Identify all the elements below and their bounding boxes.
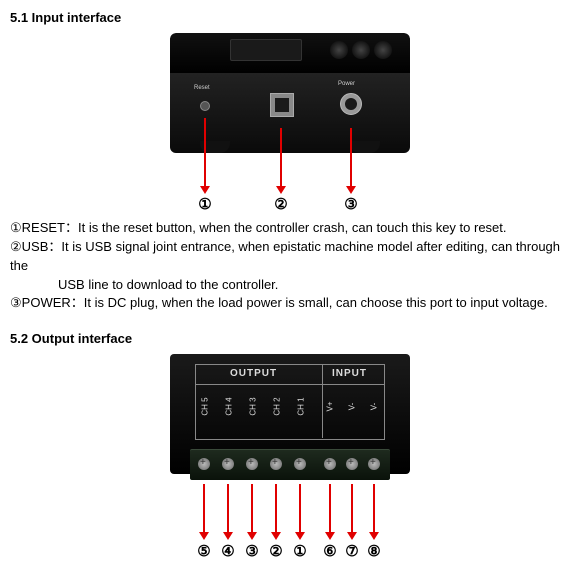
panel-hline — [195, 384, 385, 385]
callout-num: ④ — [218, 542, 238, 560]
ch-label: V- — [348, 397, 357, 417]
callout-num: ⑥ — [320, 542, 340, 560]
device-output-photo: OUTPUT INPUT CH 5 CH 4 CH 3 CH 2 CH 1 V+… — [170, 354, 410, 494]
callout-arrow — [227, 484, 229, 534]
ch-label: V- — [370, 397, 379, 417]
callout-arrow — [329, 484, 331, 534]
desc-text: It is DC plug, when the load power is sm… — [84, 295, 548, 310]
callout-num: ② — [266, 542, 286, 560]
port-reset — [200, 101, 210, 111]
ch-label: CH 4 — [225, 397, 234, 417]
input-descriptions: ①RESET：It is the reset button, when the … — [10, 219, 567, 313]
figure-input-interface: Reset Power ① ② ③ — [160, 33, 420, 213]
desc-text: It is the reset button, when the control… — [78, 220, 507, 235]
knob-icon — [374, 41, 392, 59]
callout-arrow — [351, 484, 353, 534]
callout-num: ⑤ — [194, 542, 214, 560]
desc-num: ① — [10, 220, 22, 235]
ch-label: V+ — [326, 397, 335, 417]
device-top-face — [170, 33, 410, 73]
ch-label: CH 2 — [273, 397, 282, 417]
desc-usb-cont: USB line to download to the controller. — [10, 276, 567, 295]
desc-num: ② — [10, 239, 22, 254]
desc-name: RESET — [22, 220, 65, 235]
section-2-title: 5.2 Output interface — [10, 331, 567, 346]
desc-reset: ①RESET：It is the reset button, when the … — [10, 219, 567, 238]
screw-icon — [368, 458, 380, 470]
callout-num: ③ — [242, 542, 262, 560]
callout-arrow — [251, 484, 253, 534]
desc-power: ③POWER：It is DC plug, when the load powe… — [10, 294, 567, 313]
callout-arrow — [350, 128, 352, 188]
callout-arrow — [275, 484, 277, 534]
label-power: Power — [338, 81, 355, 87]
callout-num: ⑦ — [342, 542, 362, 560]
screw-icon — [198, 458, 210, 470]
desc-name: POWER — [22, 295, 71, 310]
callout-num: ⑧ — [364, 542, 384, 560]
knob-icon — [330, 41, 348, 59]
callout-num-2: ② — [271, 195, 291, 213]
callout-arrow — [373, 484, 375, 534]
callout-arrow — [299, 484, 301, 534]
header-input: INPUT — [332, 368, 367, 379]
header-output: OUTPUT — [230, 368, 277, 379]
callout-arrow — [204, 118, 206, 188]
port-power — [340, 93, 362, 115]
label-reset: Reset — [194, 85, 210, 91]
screw-icon — [324, 458, 336, 470]
callout-num-1: ① — [195, 195, 215, 213]
panel-divider — [322, 364, 323, 438]
desc-usb: ②USB：It is USB signal joint entrance, wh… — [10, 238, 567, 276]
ch-label: CH 3 — [249, 397, 258, 417]
device-lcd — [230, 39, 302, 61]
callout-num: ① — [290, 542, 310, 560]
callout-arrow — [280, 128, 282, 188]
port-usb — [270, 93, 294, 117]
desc-text: It is USB signal joint entrance, when ep… — [10, 239, 560, 273]
desc-num: ③ — [10, 295, 22, 310]
screw-icon — [270, 458, 282, 470]
screw-icon — [246, 458, 258, 470]
section-1-title: 5.1 Input interface — [10, 10, 567, 25]
ch-label: CH 5 — [201, 397, 210, 417]
figure-output-interface: OUTPUT INPUT CH 5 CH 4 CH 3 CH 2 CH 1 V+… — [160, 354, 420, 564]
knob-icon — [352, 41, 370, 59]
desc-name: USB — [22, 239, 49, 254]
screw-icon — [294, 458, 306, 470]
terminal-block — [190, 449, 390, 480]
device-foot — [350, 141, 380, 153]
screw-icon — [346, 458, 358, 470]
device-input-photo: Reset Power — [170, 33, 410, 153]
callout-arrow — [203, 484, 205, 534]
callout-num-3: ③ — [341, 195, 361, 213]
screw-icon — [222, 458, 234, 470]
ch-label: CH 1 — [297, 397, 306, 417]
